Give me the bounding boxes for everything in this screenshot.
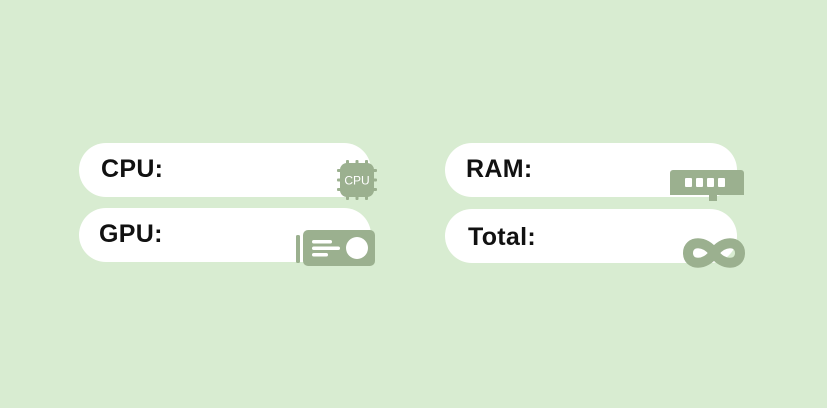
cpu-chip-icon: CPU — [337, 160, 377, 200]
ram-module-icon — [669, 168, 745, 202]
gpu-label: GPU: — [99, 220, 163, 248]
total-label: Total: — [468, 223, 536, 251]
cpu-label: CPU: — [101, 155, 164, 183]
cpu-metric-pill — [79, 143, 371, 197]
infinity-icon — [680, 236, 748, 270]
cpu-chip-icon-text: CPU — [344, 174, 369, 188]
graphics-card-icon — [296, 229, 376, 267]
ram-label: RAM: — [466, 155, 533, 183]
